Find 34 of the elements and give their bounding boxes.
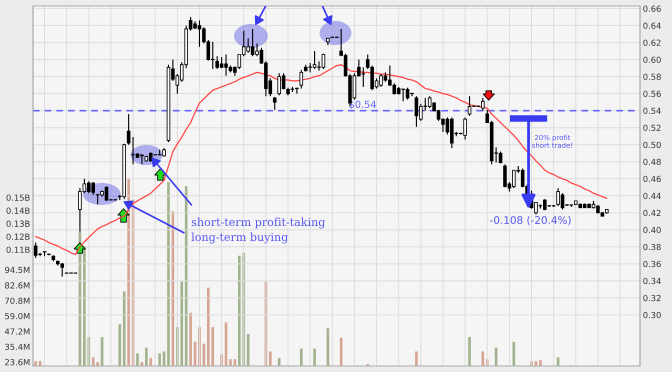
y-tick-label: 0.30 xyxy=(643,312,661,318)
y-tick-label: 0.52 xyxy=(643,124,660,131)
y2-tick-label: 59.0M xyxy=(5,312,30,320)
y2-tick-label: 0.13B xyxy=(6,220,30,227)
y-tick-label: 0.66 xyxy=(643,6,661,12)
y-tick-label: 0.34 xyxy=(643,278,661,284)
y-tick-label: 0.32 xyxy=(643,294,660,302)
y-tick-label: 0.36 xyxy=(643,260,661,268)
y-tick-label: 0.38 xyxy=(643,244,661,250)
y-tick-label: 0.46 xyxy=(643,176,661,182)
y-tick-label: 0.58 xyxy=(643,74,661,80)
y2-tick-label: 23.6M xyxy=(5,359,30,366)
y-tick-label: 0.54 xyxy=(643,108,661,114)
y2-tick-label: 0.14B xyxy=(6,208,30,214)
y2-tick-label: 0.12B xyxy=(6,234,30,240)
y2-tick-label: 82.6M xyxy=(5,282,30,289)
y2-tick-label: 94.5M xyxy=(5,266,30,274)
y-tick-label: 0.50 xyxy=(643,142,661,148)
y2-tick-label: 0.11B xyxy=(6,246,30,253)
y-tick-label: 0.60 xyxy=(643,56,661,63)
y-tick-label: 0.64 xyxy=(643,22,661,29)
annotation: short-term profit-taking xyxy=(192,218,326,228)
y2-tick-label: 35.4M xyxy=(5,344,30,350)
y2-tick-label: 47.2M xyxy=(4,328,30,335)
y2-tick-label: 0.15B xyxy=(6,194,30,201)
annotation: -0.108 (-20.4%) xyxy=(490,216,571,226)
y-tick-label: 0.40 xyxy=(643,226,661,234)
annotation: long-term buying xyxy=(192,232,288,244)
y-tick-label: 0.44 xyxy=(643,192,661,200)
y-tick-label: 0.48 xyxy=(643,158,661,166)
y-tick-label: 0.42 xyxy=(643,210,660,216)
y2-tick-label: 70.8M xyxy=(5,298,30,304)
y-tick-label: 0.56 xyxy=(643,90,661,97)
y-tick-label: 0.62 xyxy=(643,40,660,46)
